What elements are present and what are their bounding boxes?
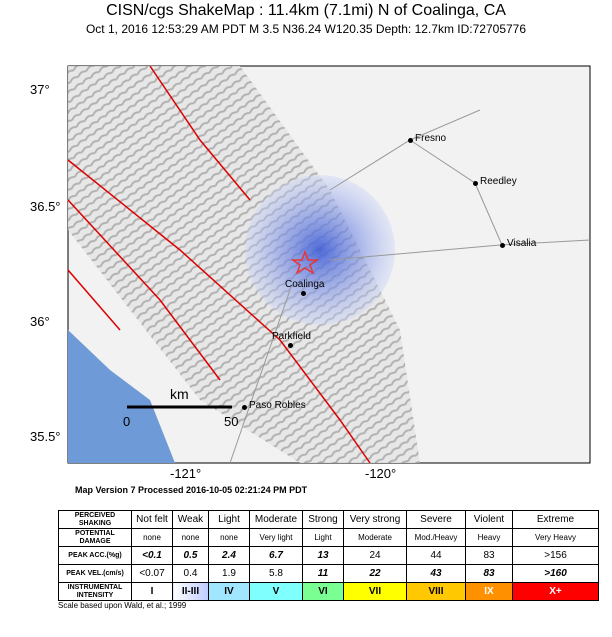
epicenter (290, 249, 320, 275)
table-cell: II-III (172, 582, 209, 601)
table-cell: Strong (302, 510, 344, 529)
row-header: POTENTIAL DAMAGE (58, 528, 132, 547)
table-cell: IX (465, 582, 513, 601)
table-cell: Heavy (465, 528, 513, 547)
table-cell: 0.5 (172, 546, 209, 565)
table-cell: Violent (465, 510, 513, 529)
city-dot (301, 291, 306, 296)
ocean (68, 330, 175, 463)
table-row: POTENTIAL DAMAGE none none none Very light Li… (58, 528, 599, 547)
subtitle: Oct 1, 2016 12:53:29 AM PDT M 3.5 N36.24… (85, 22, 527, 36)
table-row: PERCEIVED SHAKING Not felt Weak Light Modera… (58, 510, 599, 529)
map-version: Map Version 7 Processed 2016-10-05 02:21… (75, 485, 308, 495)
city-dot (408, 138, 413, 143)
table-cell: IV (208, 582, 250, 601)
lat-label: 37° (30, 82, 50, 97)
table-cell: Mod./Heavy (406, 528, 466, 547)
faults (67, 65, 371, 464)
table-cell: Very Heavy (512, 528, 599, 547)
table-cell: Weak (172, 510, 209, 529)
table-row: INSTRUMENTAL INTENSITY I II-III IV V VI VII VII… (58, 582, 599, 601)
city-label: Visalia (507, 238, 537, 249)
table-cell: Light (302, 528, 344, 547)
table-cell: 6.7 (249, 546, 303, 565)
lat-label: 36° (30, 314, 50, 329)
table-row: PEAK ACC.(%g) <0.1 0.5 2.4 6.7 13 24 44 83 >156 (58, 546, 599, 565)
scale-start: 0 (123, 414, 131, 429)
scale-unit: km (170, 386, 189, 402)
footer: Scale based upon Wald, et al.; 1999 (58, 601, 187, 610)
table-cell: 13 (302, 546, 344, 565)
terrain (68, 66, 420, 463)
table-cell: V (249, 582, 303, 601)
table-cell: none (208, 528, 250, 547)
lat-label: 35.5° (30, 429, 61, 444)
table-cell: VII (343, 582, 407, 601)
lon-label: -120° (365, 466, 397, 481)
table-cell: VI (302, 582, 344, 601)
table-cell: 24 (343, 546, 407, 565)
city-dot (288, 343, 293, 348)
table-cell: 5.8 (249, 564, 303, 583)
table-cell: I (131, 582, 173, 601)
city-label: Paso Robles (249, 400, 306, 411)
table-cell: 11 (302, 564, 344, 583)
table-cell: <0.07 (131, 564, 173, 583)
table-cell: Moderate (249, 510, 303, 529)
city-label: Reedley (480, 176, 517, 187)
lat-label: 36.5° (30, 199, 61, 214)
city-dot (473, 181, 478, 186)
table-cell: 44 (406, 546, 466, 565)
title: CISN/cgs ShakeMap : 11.4km (7.1mi) N of … (106, 2, 506, 19)
table-cell: Extreme (512, 510, 599, 529)
table-cell: >156 (512, 546, 599, 565)
table-cell: 22 (343, 564, 407, 583)
city-label: Fresno (415, 133, 447, 144)
row-header: PEAK ACC.(%g) (58, 546, 132, 565)
city-label: Coalinga (285, 279, 325, 290)
table-cell: VIII (406, 582, 466, 601)
table-cell: Severe (406, 510, 466, 529)
city-dot (500, 243, 505, 248)
intensity-table: PERCEIVED SHAKING Not felt Weak Light Modera… (58, 510, 599, 601)
map (67, 65, 591, 464)
table-cell: 0.4 (172, 564, 209, 583)
table-cell: 83 (465, 564, 513, 583)
table-cell: Very light (249, 528, 303, 547)
table-cell: Moderate (343, 528, 407, 547)
table-cell: Not felt (131, 510, 173, 529)
table-cell: Light (208, 510, 250, 529)
table-cell: none (172, 528, 209, 547)
row-header: PERCEIVED SHAKING (58, 510, 132, 529)
table-cell: X+ (512, 582, 599, 601)
table-row: PEAK VEL.(cm/s) <0.07 0.4 1.9 5.8 11 22 43 83 >16… (58, 564, 599, 583)
table-cell: 83 (465, 546, 513, 565)
table-cell: 1.9 (208, 564, 250, 583)
table-cell: 43 (406, 564, 466, 583)
row-header: PEAK VEL.(cm/s) (58, 564, 132, 583)
city-label: Parkfield (272, 331, 311, 342)
city-dot (242, 405, 247, 410)
table-cell: none (131, 528, 173, 547)
table-cell: >160 (512, 564, 599, 583)
table-cell: <0.1 (131, 546, 173, 565)
shaking-area (245, 175, 395, 325)
table-cell: Very strong (343, 510, 407, 529)
scale-end: 50 (224, 414, 239, 429)
lon-label: -121° (170, 466, 202, 481)
row-header: INSTRUMENTAL INTENSITY (58, 582, 132, 601)
table-cell: 2.4 (208, 546, 250, 565)
